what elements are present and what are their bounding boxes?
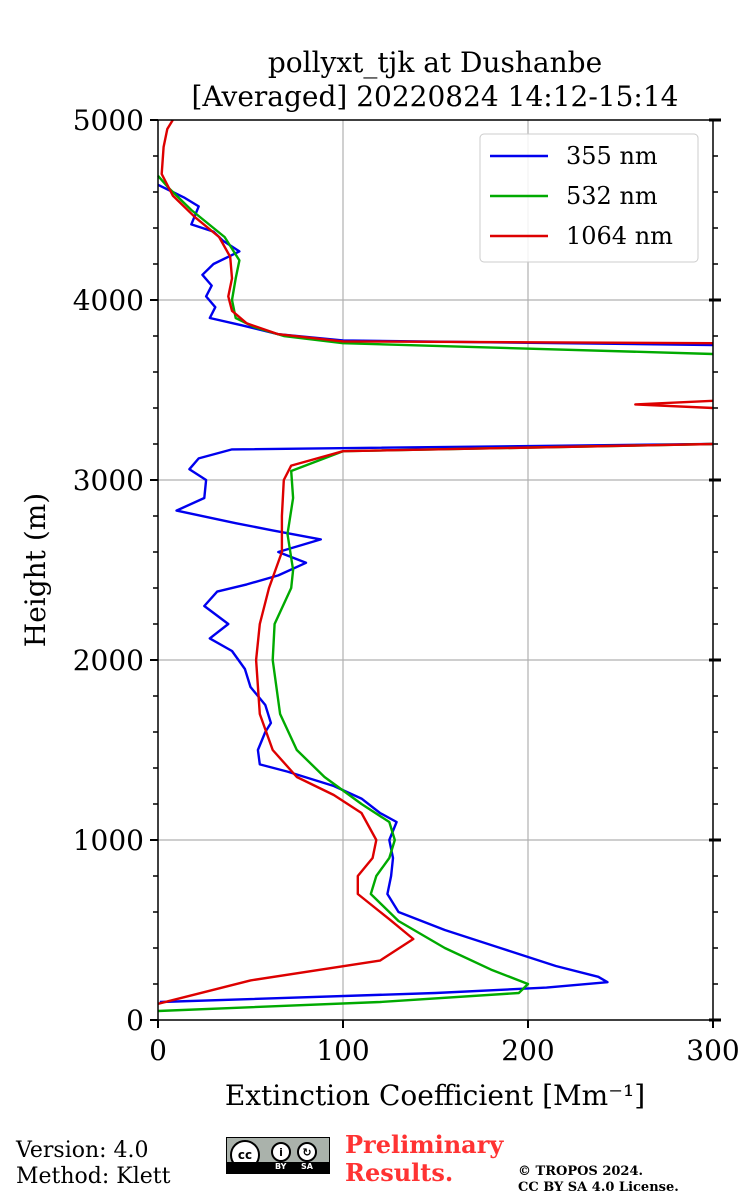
copyright-line-1: © TROPOS 2024. xyxy=(518,1164,644,1179)
preliminary-line-2: Results. xyxy=(345,1158,454,1187)
series-line-6 xyxy=(160,119,714,345)
x-tick-label: 100 xyxy=(316,1034,369,1067)
series-line-5 xyxy=(634,399,714,410)
y-tick-label: 0 xyxy=(126,1004,144,1037)
series-line-2 xyxy=(157,442,714,1013)
version-text: Version: 4.0 xyxy=(16,1138,149,1163)
legend-label-532: 532 nm xyxy=(566,182,658,210)
series-line-4 xyxy=(157,442,714,1005)
by-label: BY xyxy=(275,1162,287,1171)
y-tick-label: 5000 xyxy=(73,104,144,137)
method-text: Method: Klett xyxy=(16,1164,171,1189)
copyright-notice: © TROPOS 2024. CC BY SA 4.0 License. xyxy=(518,1164,679,1196)
by-icon: i xyxy=(271,1142,291,1162)
preliminary-results-note: Preliminary Results. xyxy=(345,1131,503,1187)
x-tick-label: 300 xyxy=(686,1034,739,1067)
x-axis-label: Extinction Coefficient [Mm⁻¹] xyxy=(225,1079,645,1112)
sa-label: SA xyxy=(301,1162,313,1171)
grid-lines xyxy=(158,120,713,1020)
y-tick-label: 3000 xyxy=(73,464,144,497)
preliminary-line-1: Preliminary xyxy=(345,1130,504,1159)
legend-label-355: 355 nm xyxy=(566,142,658,170)
plot-frame xyxy=(157,119,714,1021)
legend: 355 nm 532 nm 1064 nm xyxy=(479,133,699,263)
chart-subtitle: [Averaged] 20220824 14:12-15:14 xyxy=(192,80,679,113)
axis-ticks xyxy=(150,118,721,1028)
y-tick-label: 1000 xyxy=(73,824,144,857)
y-axis-label: Height (m) xyxy=(19,493,52,647)
footer-info: Version: 4.0 Method: Klett xyxy=(16,1138,170,1190)
legend-label-1064: 1064 nm xyxy=(566,222,673,250)
chart-title: pollyxt_tjk at Dushanbe xyxy=(268,46,602,79)
legend-box xyxy=(479,133,699,263)
license-badge-bar: BY SA xyxy=(227,1162,329,1173)
series-line-3 xyxy=(157,175,714,356)
cc-license-badge: cc i ↻ BY SA xyxy=(226,1137,330,1174)
series-lines xyxy=(157,119,714,1013)
x-tick-label: 200 xyxy=(501,1034,554,1067)
copyright-line-2: CC BY SA 4.0 License. xyxy=(518,1180,679,1195)
extinction-profile-chart: pollyxt_tjk at Dushanbe [Averaged] 20220… xyxy=(19,46,740,1112)
y-tick-label: 4000 xyxy=(73,284,144,317)
series-line-0 xyxy=(159,442,714,1004)
y-tick-label: 2000 xyxy=(73,644,144,677)
series-line-1 xyxy=(157,183,714,347)
x-tick-label: 0 xyxy=(149,1034,167,1067)
sa-icon: ↻ xyxy=(297,1142,317,1162)
